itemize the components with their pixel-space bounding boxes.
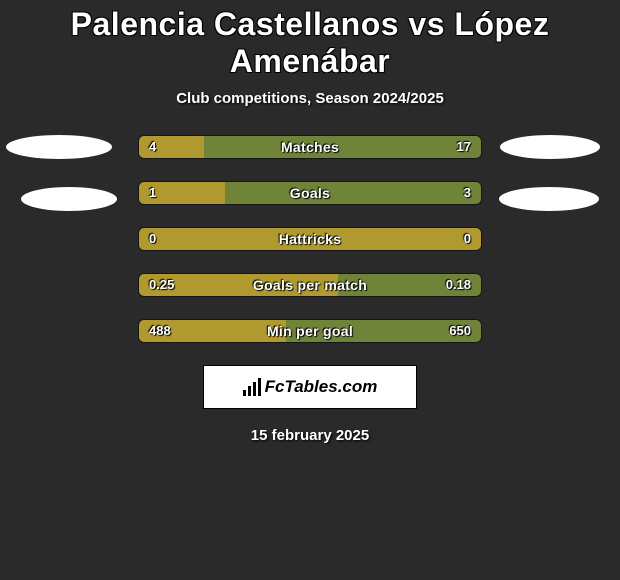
logo-box: FcTables.com	[203, 365, 417, 409]
stat-row: 0.250.18Goals per match	[138, 273, 482, 297]
avatar-placeholder	[500, 135, 600, 159]
bar-right	[225, 182, 482, 204]
logo-bars-icon	[243, 378, 261, 396]
page-title: Palencia Castellanos vs López Amenábar	[0, 6, 620, 80]
avatar-placeholder	[21, 187, 117, 211]
subtitle: Club competitions, Season 2024/2025	[0, 90, 620, 107]
stat-row: 488650Min per goal	[138, 319, 482, 343]
bar-left	[139, 320, 286, 342]
bar-left	[139, 136, 204, 158]
stat-row: 00Hattricks	[138, 227, 482, 251]
chart-area: 417Matches 13Goals 00Hattricks 0.250.18Goal…	[0, 135, 620, 343]
logo: FcTables.com	[243, 377, 378, 397]
stat-row: 417Matches	[138, 135, 482, 159]
bar-left	[139, 182, 225, 204]
date-text: 15 february 2025	[0, 427, 620, 444]
bar-right	[286, 320, 481, 342]
bar-right	[338, 274, 481, 296]
bar-right	[204, 136, 481, 158]
avatar-placeholder	[499, 187, 599, 211]
bar-left	[139, 274, 338, 296]
logo-text: FcTables.com	[265, 377, 378, 397]
stat-row: 13Goals	[138, 181, 482, 205]
avatar-placeholder	[6, 135, 112, 159]
comparison-infographic: Palencia Castellanos vs López Amenábar C…	[0, 0, 620, 444]
bar-left	[139, 228, 481, 250]
